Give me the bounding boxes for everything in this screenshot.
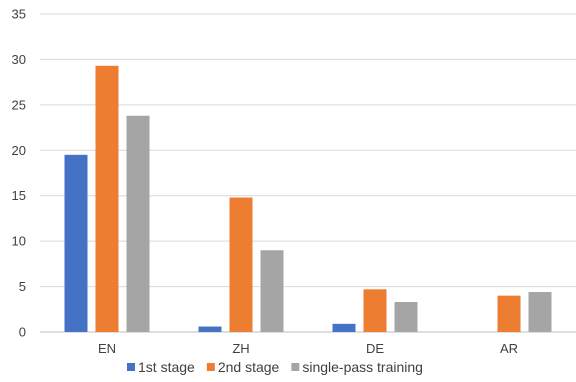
bar bbox=[64, 154, 88, 332]
y-tick-label: 20 bbox=[12, 143, 26, 158]
bar bbox=[528, 292, 552, 332]
legend-swatch bbox=[206, 363, 215, 371]
bar bbox=[332, 323, 356, 332]
legend-swatch bbox=[127, 363, 135, 371]
x-tick-label: EN bbox=[98, 341, 116, 356]
y-tick-label: 15 bbox=[12, 188, 26, 203]
legend-label: 1st stage bbox=[138, 359, 195, 375]
y-tick-label: 25 bbox=[12, 97, 26, 112]
y-tick-label: 35 bbox=[12, 7, 26, 22]
bar bbox=[126, 115, 150, 332]
legend-label: 2nd stage bbox=[218, 359, 280, 375]
bar bbox=[394, 302, 418, 332]
x-tick-label: DE bbox=[366, 341, 384, 356]
x-tick-label: ZH bbox=[232, 341, 249, 356]
y-axis-tick-labels: 0 5 10 15 20 25 30 35 bbox=[12, 7, 26, 340]
bars bbox=[64, 65, 552, 332]
bar bbox=[198, 326, 222, 332]
legend-label: single-pass training bbox=[302, 359, 423, 375]
legend: 1st stage 2nd stage single-pass training bbox=[127, 359, 423, 375]
y-tick-label: 30 bbox=[12, 52, 26, 67]
bar bbox=[497, 295, 521, 332]
x-axis-tick-labels: EN ZH DE AR bbox=[98, 341, 518, 356]
legend-swatch bbox=[291, 363, 300, 371]
y-tick-label: 0 bbox=[19, 325, 26, 340]
x-tick-label: AR bbox=[500, 341, 518, 356]
bar bbox=[229, 197, 253, 332]
y-tick-label: 5 bbox=[19, 279, 26, 294]
y-tick-label: 10 bbox=[12, 234, 26, 249]
gridlines bbox=[40, 13, 576, 333]
bar bbox=[363, 289, 387, 332]
bar bbox=[260, 250, 284, 332]
bar bbox=[95, 65, 119, 332]
